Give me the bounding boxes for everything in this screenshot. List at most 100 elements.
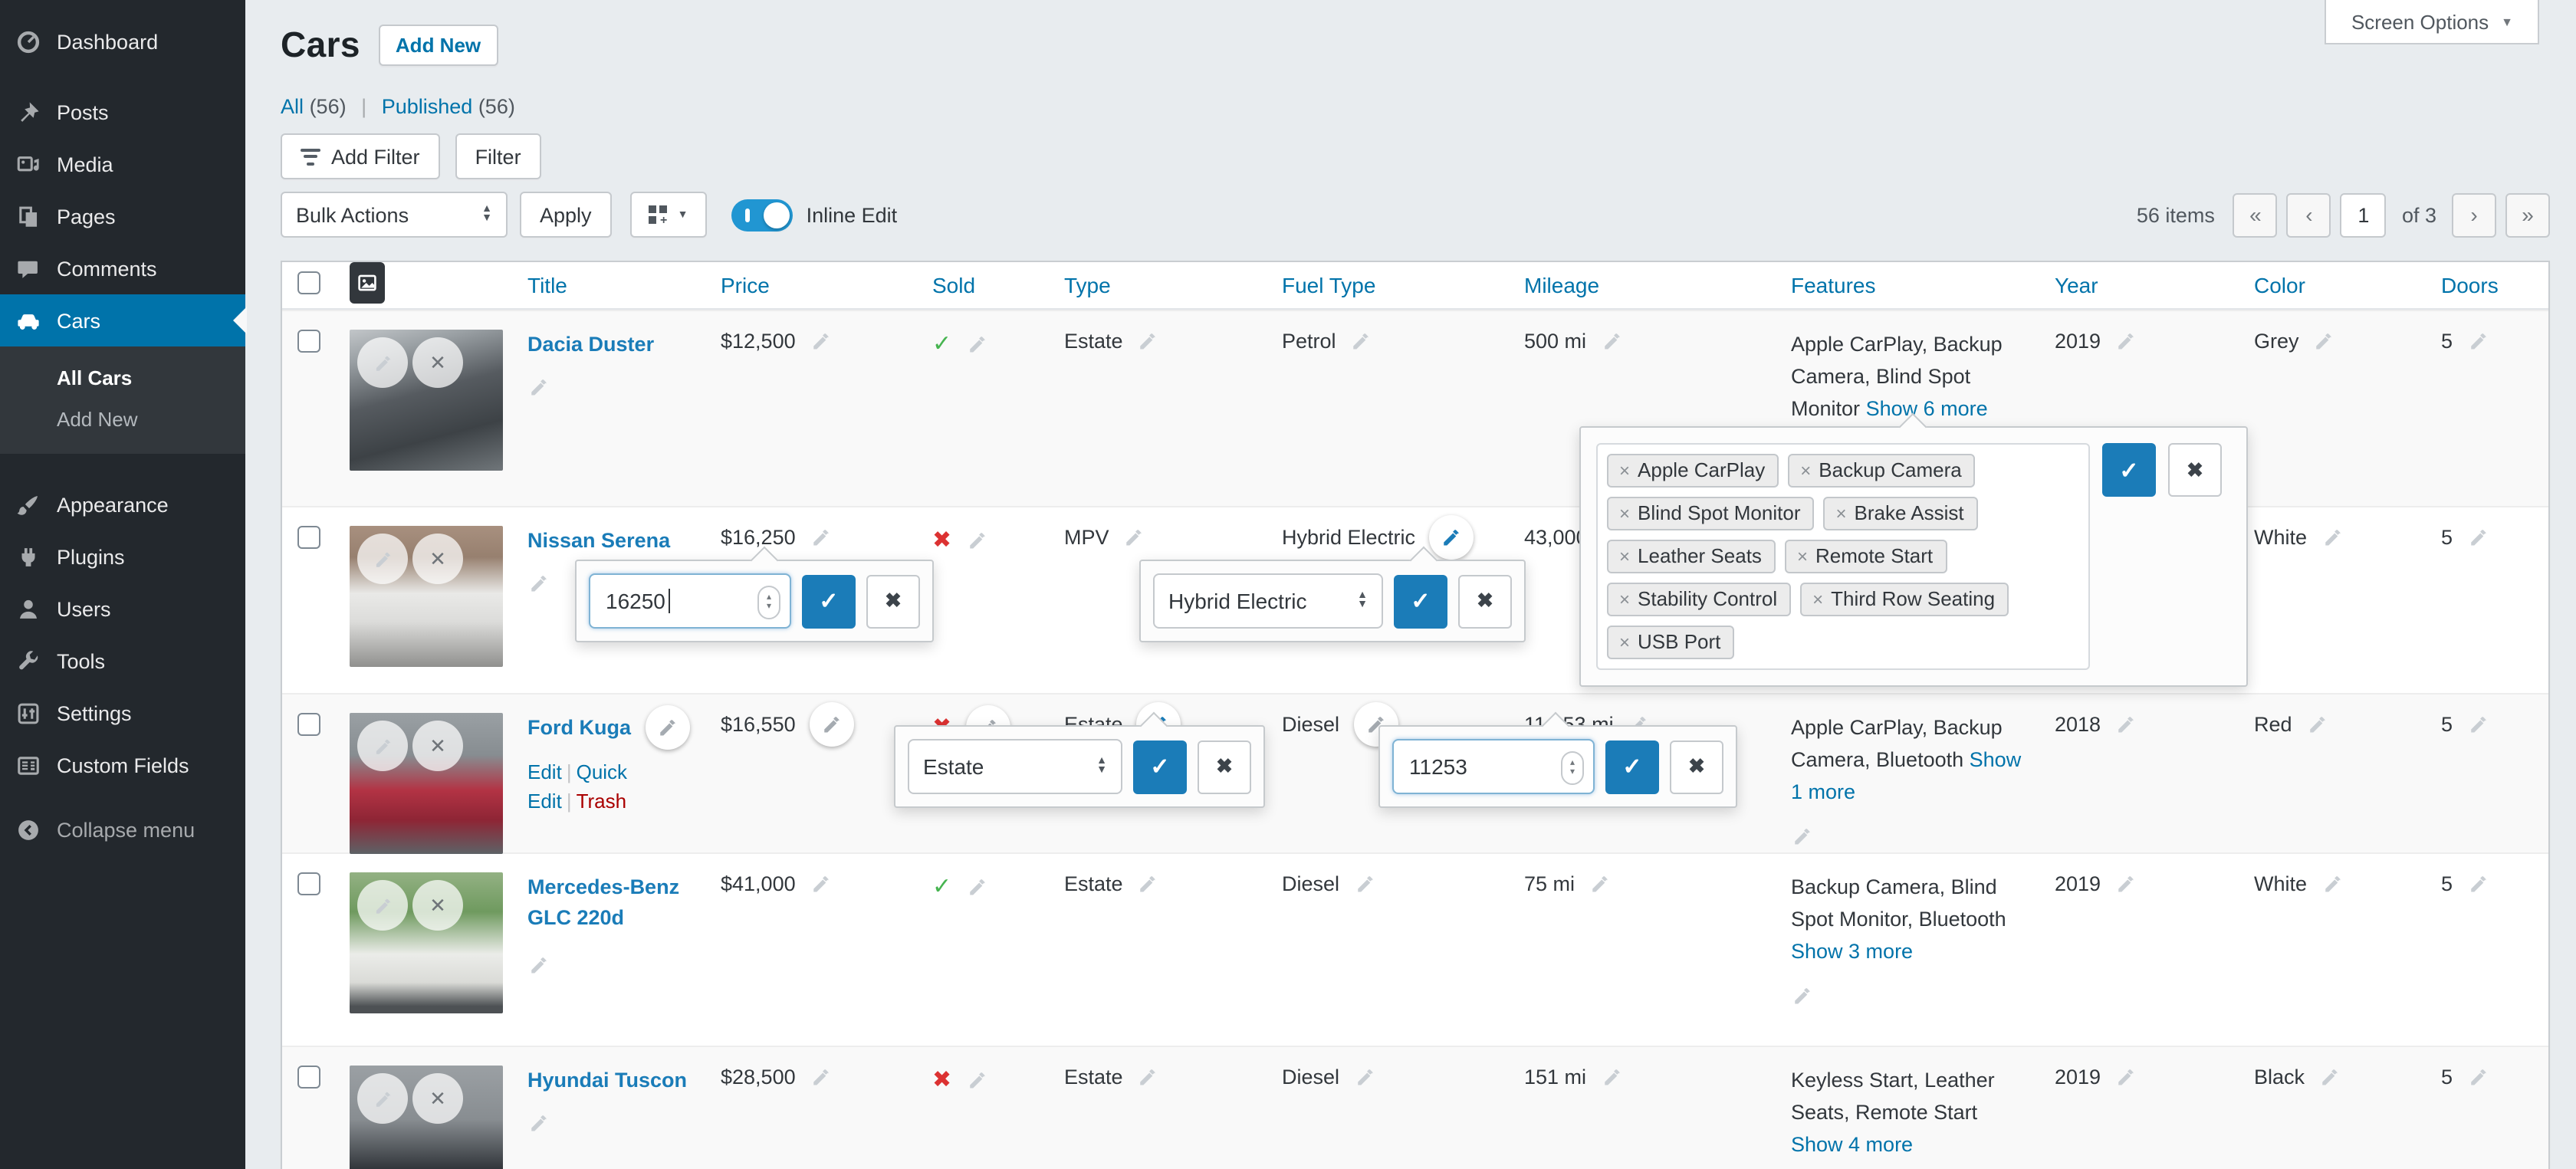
remove-tag-icon[interactable]: × [1619, 588, 1631, 609]
row-title-link[interactable]: Hyundai Tuscon [527, 1069, 688, 1092]
edit-doors-icon[interactable] [2466, 330, 2489, 353]
column-header-sold[interactable]: Sold [932, 273, 976, 297]
add-new-button[interactable]: Add New [378, 24, 498, 65]
image-edit-button[interactable] [357, 1073, 408, 1124]
edit-doors-icon[interactable] [2466, 1066, 2489, 1089]
row-checkbox[interactable] [297, 330, 320, 353]
select-all-checkbox[interactable] [297, 271, 320, 294]
image-edit-button[interactable] [357, 337, 408, 388]
type-select[interactable]: Estate ▲ ▼ [908, 739, 1122, 794]
column-header-price[interactable]: Price [721, 273, 770, 297]
remove-tag-icon[interactable]: × [1812, 588, 1824, 609]
sidebar-item-media[interactable]: Media [0, 138, 245, 190]
image-remove-button[interactable]: ✕ [412, 534, 463, 584]
edit-color-icon[interactable] [2321, 872, 2344, 895]
edit-sold-icon[interactable] [965, 875, 988, 898]
screen-options-button[interactable]: Screen Options ▼ [2325, 0, 2539, 44]
edit-type-icon[interactable] [1137, 872, 1160, 895]
layout-switcher-button[interactable]: + ▼ [629, 192, 707, 238]
edit-color-icon[interactable] [2313, 330, 2336, 353]
sidebar-item-all-cars[interactable]: All Cars [57, 366, 133, 389]
toggle-on-icon[interactable] [731, 199, 793, 231]
edit-year-icon[interactable] [2114, 330, 2137, 353]
current-page-input[interactable] [2340, 192, 2387, 237]
image-edit-button[interactable] [357, 880, 408, 931]
cancel-button[interactable]: ✖ [866, 574, 920, 628]
row-checkbox[interactable] [297, 872, 320, 895]
car-thumbnail[interactable]: ✕ [350, 1066, 503, 1169]
edit-price-icon[interactable] [810, 872, 833, 895]
trash-link[interactable]: Trash [576, 789, 627, 813]
edit-mileage-icon[interactable] [1600, 1066, 1623, 1089]
image-remove-button[interactable]: ✕ [412, 1073, 463, 1124]
collapse-menu-button[interactable]: Collapse menu [0, 803, 245, 855]
image-remove-button[interactable]: ✕ [412, 880, 463, 931]
show-more-link[interactable]: Show 4 more [1791, 1132, 1914, 1156]
confirm-button[interactable]: ✓ [802, 574, 856, 628]
edit-title-icon[interactable] [527, 375, 550, 398]
column-header-title[interactable]: Title [527, 273, 567, 297]
row-checkbox[interactable] [297, 713, 320, 736]
column-header-year[interactable]: Year [2055, 273, 2098, 297]
filter-button[interactable]: Filter [455, 133, 541, 179]
remove-tag-icon[interactable]: × [1800, 459, 1812, 481]
cancel-button[interactable]: ✖ [1670, 740, 1723, 793]
remove-tag-icon[interactable]: × [1796, 545, 1808, 566]
row-checkbox[interactable] [297, 1066, 320, 1089]
edit-features-icon[interactable] [1791, 984, 1814, 1007]
edit-sold-icon[interactable] [965, 528, 988, 551]
confirm-button[interactable]: ✓ [1605, 740, 1659, 793]
edit-year-icon[interactable] [2114, 713, 2137, 736]
view-all-link[interactable]: All [281, 95, 304, 118]
row-checkbox[interactable] [297, 526, 320, 549]
apply-button[interactable]: Apply [520, 192, 612, 238]
car-thumbnail[interactable]: ✕ [350, 713, 503, 854]
first-page-button[interactable]: « [2233, 192, 2278, 237]
column-header-color[interactable]: Color [2254, 273, 2305, 297]
row-title-link[interactable]: Dacia Duster [527, 333, 655, 356]
column-header-mileage[interactable]: Mileage [1524, 273, 1600, 297]
row-title-link[interactable]: Ford Kuga [527, 716, 631, 739]
remove-tag-icon[interactable]: × [1619, 631, 1631, 652]
sidebar-item-dashboard[interactable]: Dashboard [0, 15, 245, 67]
sidebar-item-pages[interactable]: Pages [0, 190, 245, 242]
edit-price-icon[interactable] [810, 526, 833, 549]
column-header-fuel-type[interactable]: Fuel Type [1282, 273, 1376, 297]
sidebar-item-comments[interactable]: Comments [0, 242, 245, 294]
edit-color-icon[interactable] [2321, 526, 2344, 549]
edit-doors-icon[interactable] [2466, 526, 2489, 549]
car-thumbnail[interactable]: ✕ [350, 526, 503, 667]
number-spinner[interactable]: ▴ ▾ [1561, 751, 1584, 785]
edit-fuel-icon[interactable] [1353, 872, 1376, 895]
edit-year-icon[interactable] [2114, 1066, 2137, 1089]
sidebar-item-posts[interactable]: Posts [0, 86, 245, 138]
remove-tag-icon[interactable]: × [1619, 459, 1631, 481]
bulk-actions-select[interactable]: Bulk Actions ▲ ▼ [281, 192, 508, 238]
edit-features-icon[interactable] [1791, 825, 1814, 848]
quick-edit-link[interactable]: Quick Edit [527, 760, 628, 813]
show-more-link[interactable]: Show 1 more [1791, 747, 2022, 803]
edit-sold-icon[interactable] [965, 1068, 988, 1091]
cancel-button[interactable]: ✖ [2168, 443, 2222, 497]
column-header-doors[interactable]: Doors [2441, 273, 2499, 297]
features-tag-input[interactable]: × Apple CarPlay × Backup Camera × Blind Spo… [1596, 443, 2090, 670]
sidebar-item-users[interactable]: Users [0, 583, 245, 635]
edit-title-icon[interactable] [527, 1111, 550, 1134]
fuel-select[interactable]: Hybrid Electric ▲ ▼ [1153, 573, 1383, 629]
sidebar-item-plugins[interactable]: Plugins [0, 530, 245, 583]
edit-title-button[interactable] [645, 705, 689, 750]
image-edit-button[interactable] [357, 721, 408, 771]
add-filter-button[interactable]: Add Filter [281, 133, 440, 179]
mileage-input[interactable]: 11253 ▴ ▾ [1392, 739, 1595, 794]
edit-title-icon[interactable] [527, 954, 550, 977]
edit-fuel-button-active[interactable] [1429, 515, 1474, 560]
inline-edit-toggle[interactable]: Inline Edit [731, 199, 897, 231]
edit-price-button[interactable] [809, 702, 854, 747]
image-remove-button[interactable]: ✕ [412, 721, 463, 771]
edit-fuel-icon[interactable] [1353, 1066, 1376, 1089]
image-remove-button[interactable]: ✕ [412, 337, 463, 388]
edit-type-icon[interactable] [1137, 330, 1160, 353]
edit-sold-icon[interactable] [965, 332, 988, 355]
edit-title-icon[interactable] [527, 571, 550, 594]
sidebar-item-tools[interactable]: Tools [0, 635, 245, 687]
